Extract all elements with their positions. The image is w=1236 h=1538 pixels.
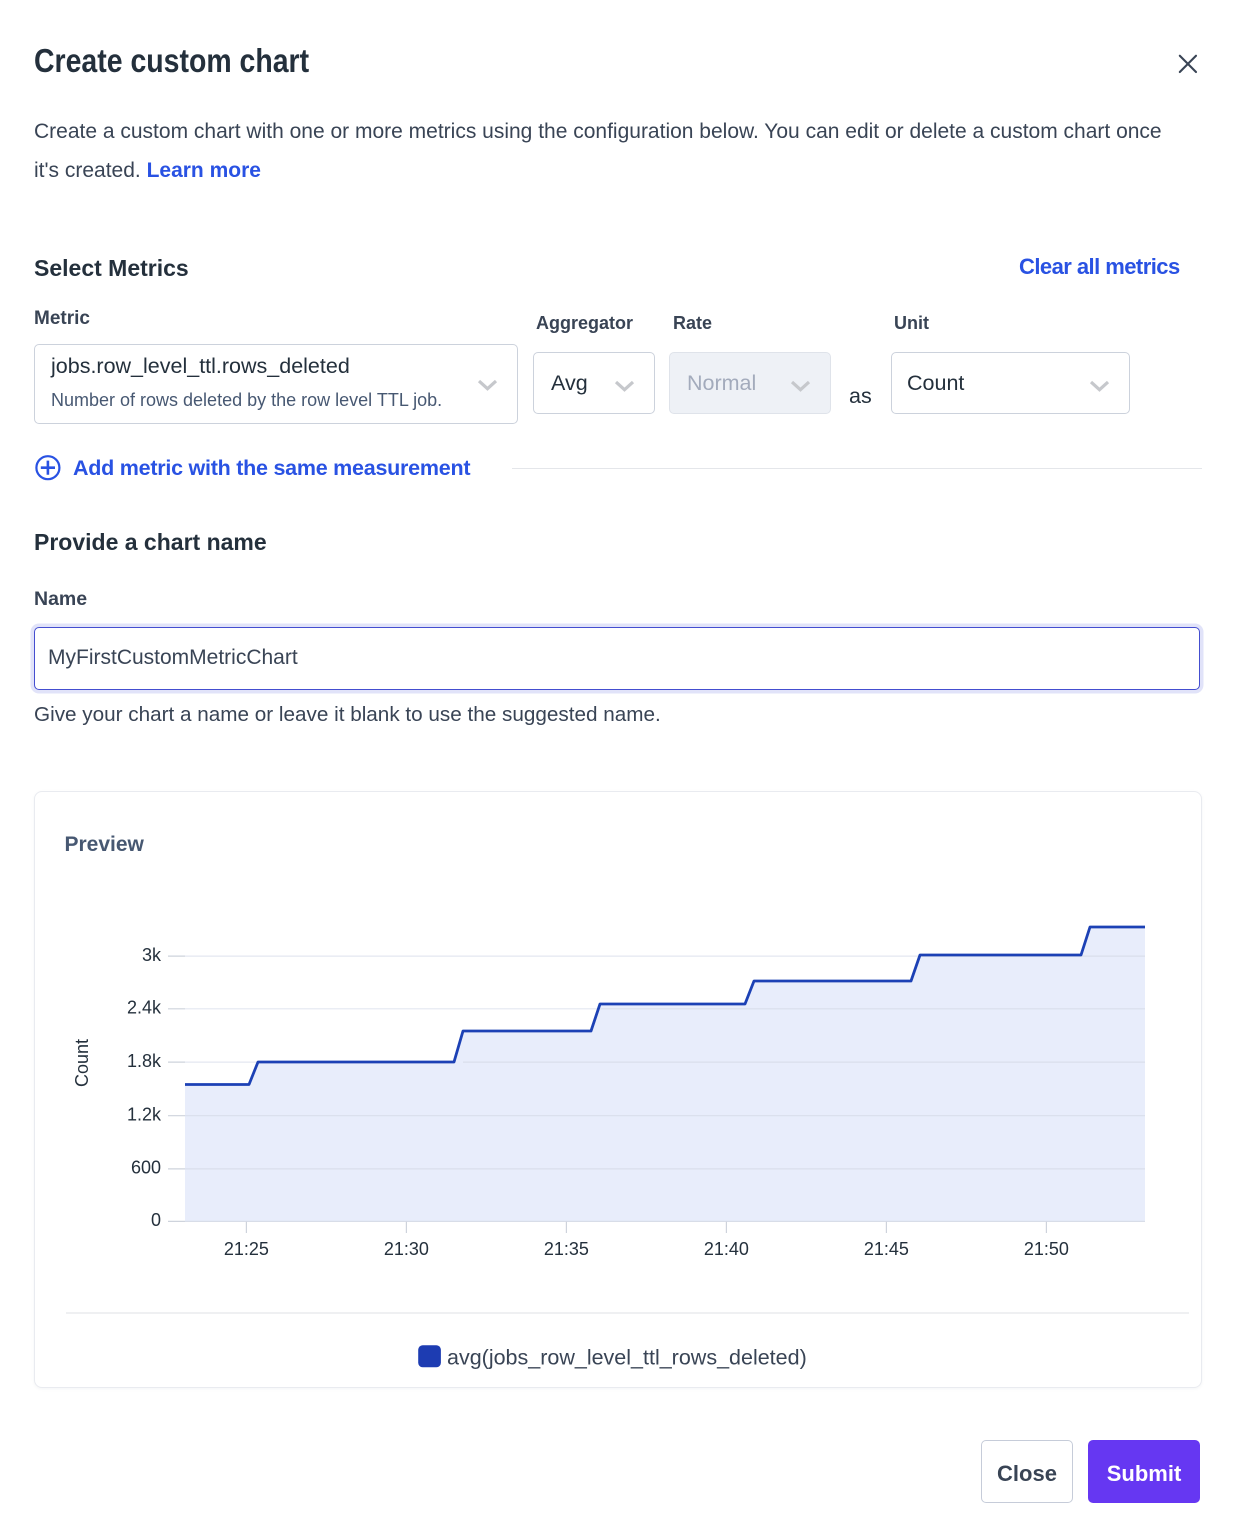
svg-text:21:25: 21:25 bbox=[224, 1239, 269, 1259]
svg-text:21:45: 21:45 bbox=[864, 1239, 909, 1259]
svg-text:1.8k: 1.8k bbox=[127, 1051, 162, 1071]
svg-text:21:35: 21:35 bbox=[544, 1239, 589, 1259]
svg-text:1.2k: 1.2k bbox=[127, 1105, 162, 1125]
svg-text:2.4k: 2.4k bbox=[127, 998, 162, 1018]
svg-text:21:50: 21:50 bbox=[1024, 1239, 1069, 1259]
svg-text:21:30: 21:30 bbox=[384, 1239, 429, 1259]
svg-text:3k: 3k bbox=[142, 945, 162, 965]
svg-text:600: 600 bbox=[131, 1158, 161, 1178]
svg-text:0: 0 bbox=[151, 1210, 161, 1230]
svg-text:avg(jobs_row_level_ttl_rows_de: avg(jobs_row_level_ttl_rows_deleted) bbox=[447, 1346, 807, 1370]
svg-text:Count: Count bbox=[72, 1039, 92, 1087]
svg-text:21:40: 21:40 bbox=[704, 1239, 749, 1259]
